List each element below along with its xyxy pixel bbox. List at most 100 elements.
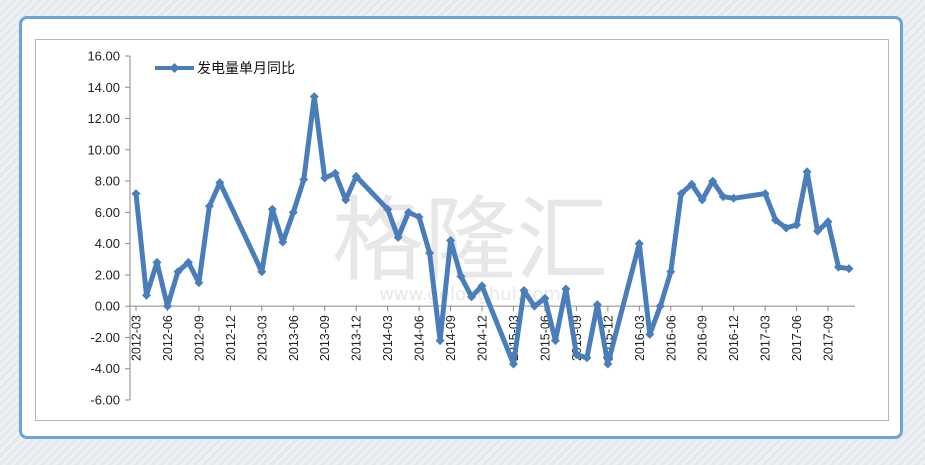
y-tick-label: 0.00 bbox=[95, 299, 120, 314]
data-point bbox=[467, 292, 477, 302]
data-point bbox=[834, 262, 844, 272]
x-tick-label: 2014-12 bbox=[476, 315, 490, 361]
data-point bbox=[540, 293, 550, 303]
data-point bbox=[697, 195, 707, 205]
data-point bbox=[508, 359, 518, 369]
x-tick-label: 2013-09 bbox=[318, 315, 332, 361]
x-tick-label: 2017-03 bbox=[759, 315, 773, 361]
data-point bbox=[813, 226, 823, 236]
data-point bbox=[194, 278, 204, 288]
x-tick-label: 2016-06 bbox=[664, 315, 678, 361]
data-point bbox=[771, 215, 781, 225]
y-tick-label: -4.00 bbox=[90, 361, 120, 376]
x-tick-label: 2013-03 bbox=[255, 315, 269, 361]
data-point bbox=[760, 189, 770, 199]
data-point bbox=[729, 193, 739, 203]
data-point bbox=[288, 207, 298, 217]
x-tick-label: 2014-03 bbox=[381, 315, 395, 361]
data-point bbox=[204, 201, 214, 211]
data-point bbox=[131, 189, 141, 199]
x-tick-label: 2014-09 bbox=[444, 315, 458, 361]
legend-label: 发电量单月同比 bbox=[197, 60, 295, 76]
data-point bbox=[634, 239, 644, 249]
x-tick-label: 2012-12 bbox=[224, 315, 238, 361]
data-point bbox=[425, 248, 435, 258]
data-point bbox=[278, 237, 288, 247]
data-point bbox=[687, 179, 697, 189]
data-point bbox=[383, 204, 393, 214]
data-point bbox=[173, 267, 183, 277]
y-tick-label: 4.00 bbox=[95, 236, 120, 251]
data-point bbox=[718, 192, 728, 202]
y-tick-label: -6.00 bbox=[90, 393, 120, 408]
data-point bbox=[823, 217, 833, 227]
x-tick-label: 2015-06 bbox=[538, 315, 552, 361]
x-tick-label: 2016-03 bbox=[633, 315, 647, 361]
y-tick-label: -2.00 bbox=[90, 330, 120, 345]
data-point bbox=[309, 92, 319, 102]
data-point bbox=[456, 271, 466, 281]
data-point bbox=[529, 301, 539, 311]
series-layer bbox=[131, 92, 854, 369]
series-line bbox=[133, 94, 852, 367]
data-point bbox=[414, 212, 424, 222]
data-point bbox=[215, 178, 225, 188]
data-point bbox=[561, 284, 571, 294]
data-point bbox=[435, 336, 445, 346]
x-tick-label: 2013-06 bbox=[287, 315, 301, 361]
data-point bbox=[152, 257, 162, 267]
data-point bbox=[162, 301, 172, 311]
data-point bbox=[655, 301, 665, 311]
x-tick-label: 2012-09 bbox=[192, 315, 206, 361]
x-tick-label: 2017-09 bbox=[822, 315, 836, 361]
data-point bbox=[404, 207, 414, 217]
data-point bbox=[802, 167, 812, 177]
data-point bbox=[320, 173, 330, 183]
data-point bbox=[141, 290, 151, 300]
data-point bbox=[299, 175, 309, 185]
data-point bbox=[393, 232, 403, 242]
y-tick-label: 8.00 bbox=[95, 174, 120, 189]
data-point bbox=[477, 281, 487, 291]
data-point bbox=[571, 350, 581, 360]
data-point bbox=[183, 257, 193, 267]
data-point bbox=[267, 204, 277, 214]
data-point bbox=[341, 195, 351, 205]
chart-area bbox=[35, 39, 889, 421]
data-point bbox=[792, 220, 802, 230]
x-tick-label: 2014-06 bbox=[413, 315, 427, 361]
data-point bbox=[708, 176, 718, 186]
y-tick-label: 6.00 bbox=[95, 205, 120, 220]
x-tick-label: 2016-09 bbox=[696, 315, 710, 361]
data-point bbox=[645, 329, 655, 339]
x-tick-label: 2012-06 bbox=[161, 315, 175, 361]
x-tick-label: 2016-12 bbox=[727, 315, 741, 361]
y-tick-label: 10.00 bbox=[87, 142, 120, 157]
x-tick-label: 2012-03 bbox=[130, 315, 144, 361]
data-point bbox=[666, 267, 676, 277]
watermark-text: 格隆汇 bbox=[332, 187, 608, 294]
data-point bbox=[844, 264, 854, 274]
y-tick-label: 2.00 bbox=[95, 267, 120, 282]
data-point bbox=[676, 189, 686, 199]
data-point bbox=[446, 236, 456, 246]
y-tick-label: 12.00 bbox=[87, 111, 120, 126]
watermark: 格隆汇 www.gelonghui.com bbox=[332, 187, 608, 305]
legend: 发电量单月同比 bbox=[155, 60, 295, 76]
x-tick-label: 2017-06 bbox=[790, 315, 804, 361]
x-tick-label: 2013-12 bbox=[350, 315, 364, 361]
data-point bbox=[330, 168, 340, 178]
y-tick-label: 14.00 bbox=[87, 80, 120, 95]
legend-swatch-marker bbox=[169, 63, 180, 73]
data-point bbox=[781, 223, 791, 233]
data-point bbox=[257, 267, 267, 277]
data-point bbox=[519, 286, 529, 296]
data-point bbox=[582, 353, 592, 363]
y-tick-label: 16.00 bbox=[87, 49, 120, 64]
data-point bbox=[603, 359, 613, 369]
data-point bbox=[351, 171, 361, 181]
data-point bbox=[592, 300, 602, 310]
data-point bbox=[550, 336, 560, 346]
axes: 16.00 14.00 12.00 10.00 8.00 6.00 4.00 2.00 0.00… bbox=[87, 49, 855, 408]
